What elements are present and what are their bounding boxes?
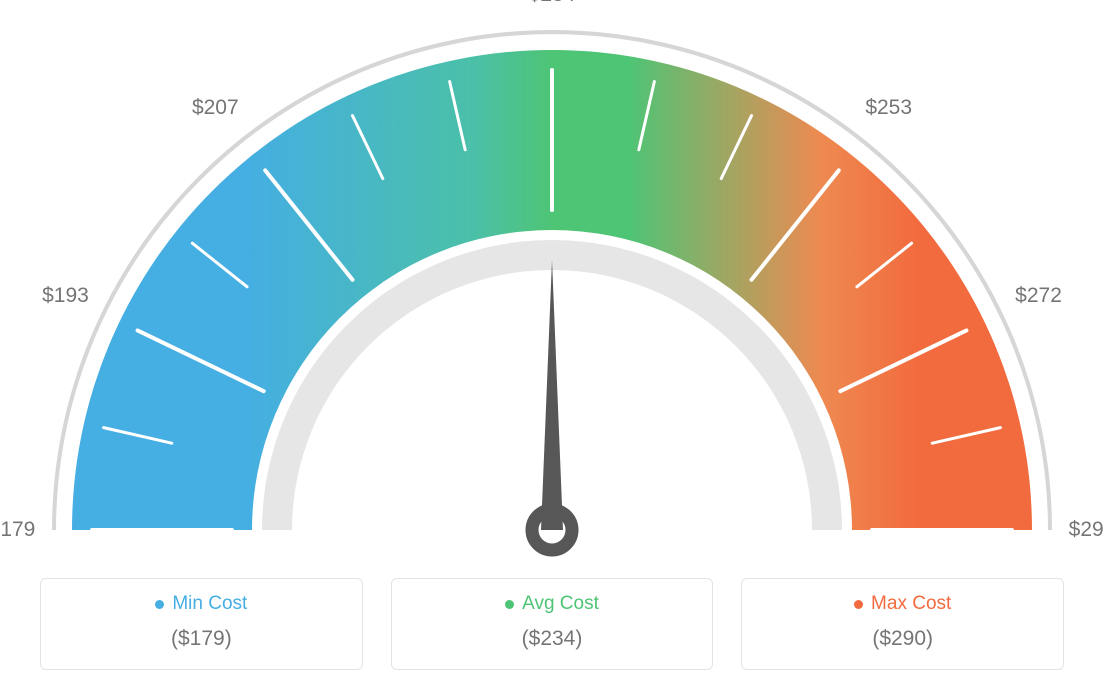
gauge-tick-label: $253 <box>865 96 912 120</box>
legend-title-text: Avg Cost <box>522 593 599 615</box>
gauge-svg <box>0 0 1104 560</box>
legend-title-max: Max Cost <box>854 593 951 615</box>
cost-legend: Min Cost ($179) Avg Cost ($234) Max Cost… <box>40 578 1064 670</box>
cost-gauge: $179 $193 $207 $234 $253 $272 $290 <box>0 0 1104 560</box>
gauge-tick-label: $179 <box>0 518 35 542</box>
legend-box-min: Min Cost ($179) <box>40 578 363 670</box>
legend-title-text: Max Cost <box>871 593 951 615</box>
gauge-tick-label: $207 <box>192 96 239 120</box>
legend-box-avg: Avg Cost ($234) <box>391 578 714 670</box>
gauge-tick-label: $272 <box>1015 284 1062 308</box>
gauge-tick-label: $290 <box>1069 518 1104 542</box>
legend-box-max: Max Cost ($290) <box>741 578 1064 670</box>
gauge-tick-label: $193 <box>42 284 89 308</box>
legend-title-min: Min Cost <box>155 593 247 615</box>
legend-title-text: Min Cost <box>172 593 247 615</box>
legend-value-min: ($179) <box>41 627 362 651</box>
gauge-tick-label: $234 <box>529 0 576 7</box>
legend-title-avg: Avg Cost <box>505 593 599 615</box>
legend-value-max: ($290) <box>742 627 1063 651</box>
dot-icon <box>854 600 863 609</box>
dot-icon <box>155 600 164 609</box>
dot-icon <box>505 600 514 609</box>
legend-value-avg: ($234) <box>392 627 713 651</box>
